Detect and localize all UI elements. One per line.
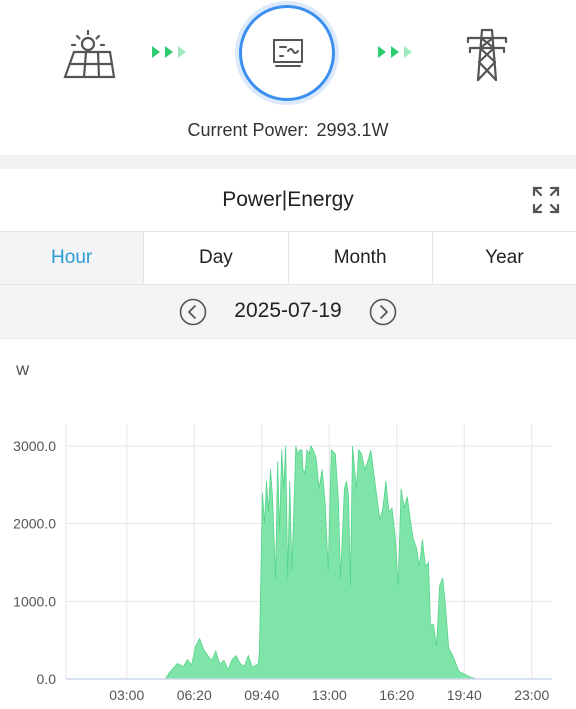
x-tick-label: 13:00 — [312, 687, 347, 703]
current-power-value: 2993.1W — [316, 120, 389, 140]
fullscreen-icon[interactable] — [531, 185, 561, 215]
chart-series — [66, 444, 552, 680]
inverter-icon — [273, 39, 303, 67]
chevron-left-icon[interactable] — [179, 298, 207, 326]
y-tick-label: 0.0 — [37, 671, 57, 687]
y-tick-label: 3000.0 — [13, 438, 56, 454]
current-power-readout: Current Power: 2993.1W — [0, 120, 576, 141]
transmission-tower-icon — [466, 28, 508, 82]
flow-arrows-left — [150, 44, 190, 63]
solar-panel-icon — [63, 29, 116, 79]
current-power-label: Current Power: — [187, 120, 309, 140]
x-tick-label: 16:20 — [379, 687, 414, 703]
x-tick-label: 09:40 — [244, 687, 279, 703]
power-chart: 0.0 1000.0 2000.0 3000.0 03:00 06:20 09:40 13:0… — [13, 424, 552, 703]
tab-hour[interactable]: Hour — [0, 232, 145, 284]
x-tick-label: 23:00 — [514, 687, 549, 703]
chevron-right-icon[interactable] — [369, 298, 397, 326]
inverter-node[interactable] — [239, 5, 335, 101]
chart-axes: 0.0 1000.0 2000.0 3000.0 03:00 06:20 09:40 13:0… — [13, 438, 552, 703]
tab-day[interactable]: Day — [144, 232, 289, 284]
date-navigator: 2025-07-19 — [0, 285, 576, 339]
tab-year[interactable]: Year — [432, 232, 576, 284]
y-tick-label: 2000.0 — [13, 516, 56, 532]
period-tabs: Hour Day Month Year — [0, 231, 576, 285]
tab-month[interactable]: Month — [288, 232, 433, 284]
selected-date: 2025-07-19 — [234, 299, 342, 322]
panel-title: Power|Energy — [222, 188, 354, 211]
chart-unit-label: W — [16, 362, 30, 378]
energy-flow-panel: Current Power: 2993.1W — [0, 0, 576, 155]
x-tick-label: 19:40 — [447, 687, 482, 703]
flow-arrows-right — [376, 44, 416, 63]
section-divider — [0, 155, 576, 169]
power-area-series — [66, 444, 552, 680]
y-tick-label: 1000.0 — [13, 593, 56, 609]
x-tick-label: 06:20 — [177, 687, 212, 703]
x-tick-label: 03:00 — [109, 687, 144, 703]
